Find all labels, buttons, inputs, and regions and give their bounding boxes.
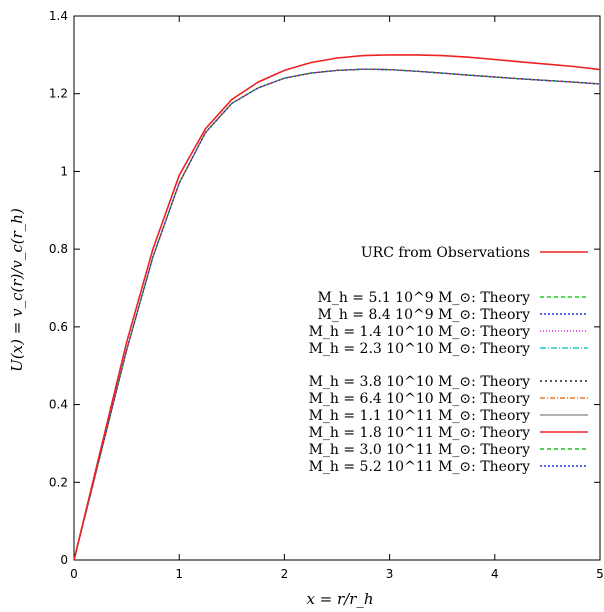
legend-label: M_h = 3.8 10^10 M_⊙: Theory [309,374,531,390]
x-tick-label: 1 [175,567,183,581]
y-axis-label: U(x) = v_c(r)/v_c(r_h) [8,208,26,372]
y-tick-label: 0 [60,553,68,567]
legend-label: M_h = 1.4 10^10 M_⊙: Theory [309,324,531,340]
series-line-0 [73,54,601,561]
y-tick-label: 0.2 [49,475,68,489]
x-tick-label: 0 [70,567,78,581]
legend: URC from Observations M_h = 5.1 10^9 M_⊙:… [309,245,588,475]
x-tick-label: 2 [281,567,289,581]
y-tick-label: 1 [60,164,68,178]
legend-label: M_h = 1.8 10^11 M_⊙: Theory [309,425,531,441]
legend-label: M_h = 6.4 10^10 M_⊙: Theory [309,391,531,407]
plot-frame [73,15,601,561]
legend-label: M_h = 2.3 10^10 M_⊙: Theory [309,341,531,357]
legend-label: M_h = 1.1 10^11 M_⊙: Theory [309,408,531,424]
y-tick-label: 1.4 [49,9,68,23]
legend-label: M_h = 5.1 10^9 M_⊙: Theory [317,290,530,306]
legend-label: M_h = 5.2 10^11 M_⊙: Theory [309,459,531,475]
axis-ticks: 0 1 2 3 4 5 0 0.2 0.4 0.6 0.8 1 1.2 1.4 [49,9,604,581]
legend-label: M_h = 8.4 10^9 M_⊙: Theory [317,307,530,323]
y-tick-label: 0.4 [49,398,68,412]
x-tick-label: 5 [596,567,604,581]
x-tick-label: 3 [386,567,394,581]
series-lines [73,54,601,561]
y-tick-label: 0.8 [49,242,68,256]
series-line-9 [73,68,601,561]
legend-label: M_h = 3.0 10^11 M_⊙: Theory [309,442,531,458]
x-axis-label: x = r/r_h [306,590,373,608]
legend-label: URC from Observations [361,245,530,261]
y-tick-label: 0.6 [49,320,68,334]
y-tick-label: 1.2 [49,87,68,101]
x-tick-label: 4 [491,567,499,581]
